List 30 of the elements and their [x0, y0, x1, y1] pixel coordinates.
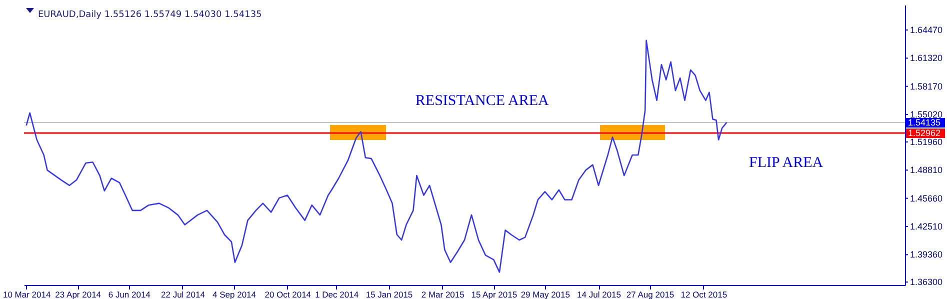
line-series	[26, 40, 728, 273]
x-tick-label: 22 Jul 2014	[161, 290, 206, 299]
y-tick-label: 1.45660	[910, 193, 943, 204]
x-tick-label: 4 Sep 2014	[212, 290, 256, 299]
y-tick-label: 1.61320	[910, 53, 943, 64]
text: EURAUD,Daily 1.55126 1.55749 1.54030 1.54135	[38, 10, 262, 20]
y-tick-label: 1.39360	[910, 250, 943, 260]
x-tick-label: 20 Oct 2014	[264, 290, 312, 299]
y-tick-label: 1.58170	[910, 81, 943, 92]
x-tick-label: 14 Jul 2015	[577, 290, 622, 299]
ref-line-label: 1.52962	[908, 128, 941, 138]
y-tick-label: 1.55020	[910, 110, 943, 120]
x-tick-label: 15 Apr 2015	[471, 290, 518, 299]
x-tick-label: 27 Aug 2015	[626, 290, 674, 299]
ref-line-label: 1.54135	[908, 117, 941, 128]
annotation: RESISTANCE AREA	[415, 93, 549, 110]
y-tick-label: 1.48810	[910, 165, 943, 176]
x-tick-label: 23 Apr 2014	[55, 290, 102, 299]
x-tick-label: 6 Jun 2014	[108, 290, 151, 299]
x-tick-label: 12 Oct 2015	[680, 290, 728, 299]
x-tick-label: 10 Mar 2014	[2, 290, 51, 299]
y-tick-label: 1.36300	[910, 277, 943, 288]
x-tick-label: 1 Dec 2014	[315, 290, 359, 299]
annotation: FLIP AREA	[749, 154, 824, 171]
x-tick-label: 15 Jan 2015	[366, 290, 413, 299]
x-tick-label: 29 May 2015	[520, 290, 570, 299]
y-tick-label: 1.64470	[910, 24, 943, 35]
x-tick-label: 2 Mar 2015	[421, 290, 465, 299]
y-tick-label: 1.51960	[910, 136, 943, 147]
y-tick-label: 1.42510	[910, 221, 943, 232]
